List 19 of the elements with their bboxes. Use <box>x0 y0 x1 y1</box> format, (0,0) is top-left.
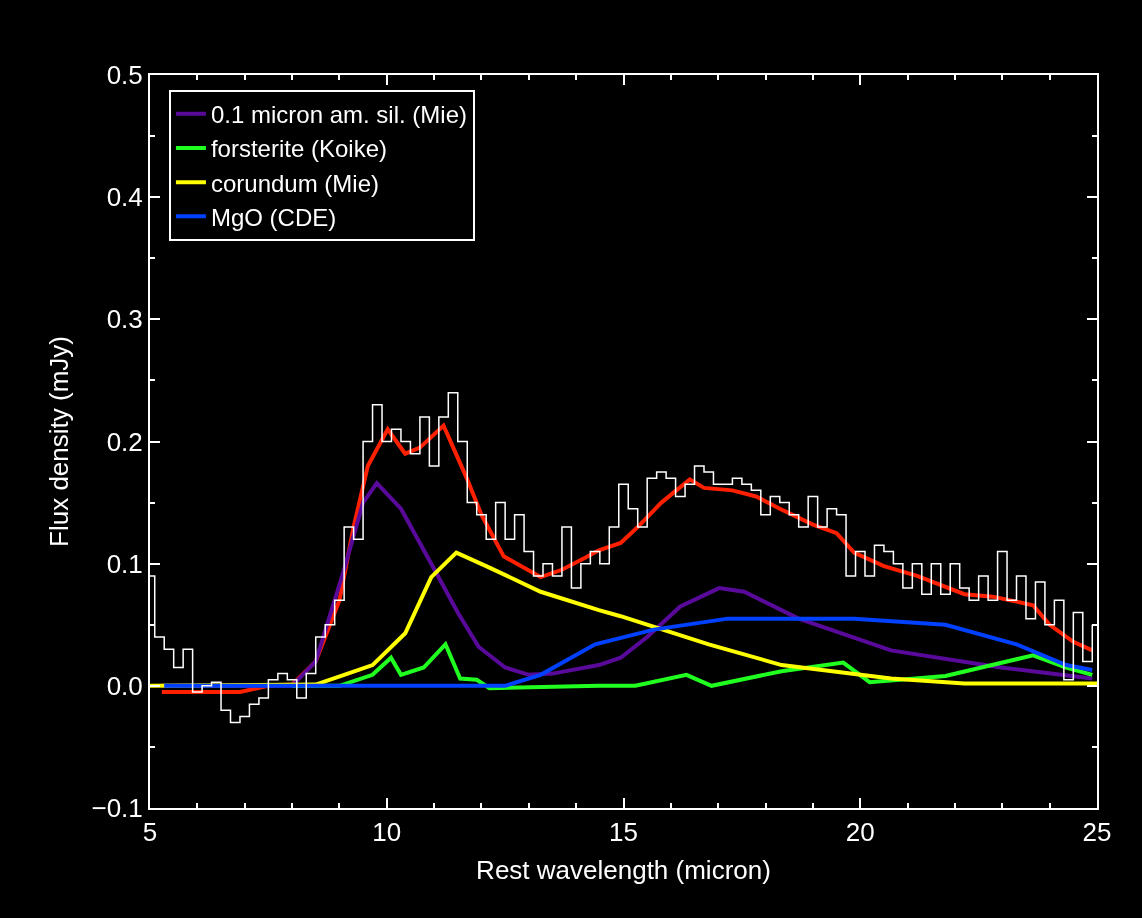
x-axis-title: Rest wavelength (micron) <box>476 855 771 886</box>
x-tick-label: 5 <box>142 817 158 848</box>
y-tick-label: 0.3 <box>106 304 143 335</box>
y-tick-label: 0.4 <box>106 182 143 213</box>
y-tick-label: 0.2 <box>106 426 143 457</box>
y-tick-label: 0.0 <box>106 670 143 701</box>
legend-label: corundum (Mie) <box>210 169 379 197</box>
y-tick-label: −0.1 <box>91 793 143 824</box>
legend-label: MgO (CDE) <box>210 203 337 231</box>
x-tick-label: 10 <box>372 817 402 848</box>
legend-label: forsterite (Koike) <box>210 135 387 163</box>
line-series <box>162 616 1095 688</box>
y-tick-label: 0.1 <box>106 548 143 579</box>
x-tick-label: 15 <box>609 817 638 848</box>
legend-label: 0.1 micron am. sil. (Mie) <box>210 101 467 129</box>
x-tick-label: 20 <box>845 817 875 848</box>
y-axis-title: Flux density (mJy) <box>44 336 75 547</box>
y-tick-label: 0.5 <box>106 60 143 91</box>
x-tick-label: 25 <box>1082 817 1112 848</box>
